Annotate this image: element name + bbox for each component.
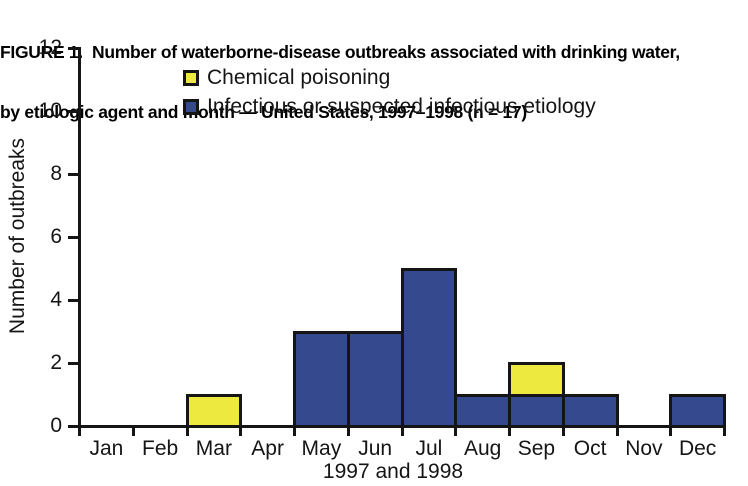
x-tick [346,425,350,436]
x-tick-label-mar: Mar [195,437,232,460]
y-tick [68,110,81,113]
y-tick-label: 2 [50,351,62,374]
bar-segment-oct [561,393,619,428]
figure-title: FIGURE 1. Number of waterborne-disease o… [0,2,748,162]
x-tick [131,425,135,436]
x-tick [615,425,619,436]
y-tick [68,425,81,428]
bar-segment-mar [185,393,243,428]
x-tick-label-jan: Jan [89,437,124,460]
x-tick [400,425,404,436]
legend-item-infectious: Infectious or suspected infectious etiol… [183,95,596,119]
legend-item-chemical: Chemical poisoning [183,66,596,90]
y-tick [68,362,81,365]
x-tick [239,425,243,436]
y-tick-label: 0 [50,414,62,437]
x-tick [78,425,81,436]
y-tick-label: 10 [38,99,62,122]
infectious-swatch-icon [183,99,199,115]
x-tick-label-apr: Apr [251,437,284,460]
chemical-swatch-icon [183,70,199,86]
x-tick-label-may: May [301,437,342,460]
x-tick-label-feb: Feb [142,437,179,460]
figure-title-line1: FIGURE 1. Number of waterborne-disease o… [0,42,680,62]
x-tick [508,425,511,436]
x-tick-label-jun: Jun [358,437,393,460]
x-tick [185,425,189,436]
y-tick-label: 4 [50,288,62,311]
y-tick [68,299,81,302]
legend-label-infectious: Infectious or suspected infectious etiol… [207,95,596,118]
x-tick [561,425,565,436]
x-tick [454,425,458,436]
figure-title-line2: by etiologic agent and month — United St… [0,102,527,122]
legend: Chemical poisoning Infectious or suspect… [183,66,596,124]
x-tick-label-sep: Sep [517,437,556,460]
y-tick-label: 8 [50,162,62,185]
bar-segment-aug [454,393,511,428]
x-axis-title: 1997 and 1998 [322,460,464,483]
bar-segment-jun [346,330,404,428]
x-tick-label-dec: Dec [678,437,717,460]
y-tick [68,47,81,50]
x-tick-label-jul: Jul [415,437,443,460]
x-tick [723,425,726,436]
bar-segment-sep [508,362,565,397]
y-tick-label: 12 [38,36,62,59]
x-tick-label-aug: Aug [463,437,502,460]
y-tick-label: 6 [50,225,62,248]
x-tick-label-nov: Nov [625,437,663,460]
bar-segment-sep [508,393,565,428]
x-tick [293,425,296,436]
bar-segment-dec [669,393,726,428]
y-axis-title: Number of outbreaks [6,137,29,335]
legend-label-chemical: Chemical poisoning [207,66,391,89]
y-tick [68,173,81,176]
bar-segment-jul [400,267,458,428]
bar-segment-may [293,330,350,428]
y-tick [68,236,81,239]
x-tick-label-oct: Oct [573,437,607,460]
x-tick [669,425,673,436]
